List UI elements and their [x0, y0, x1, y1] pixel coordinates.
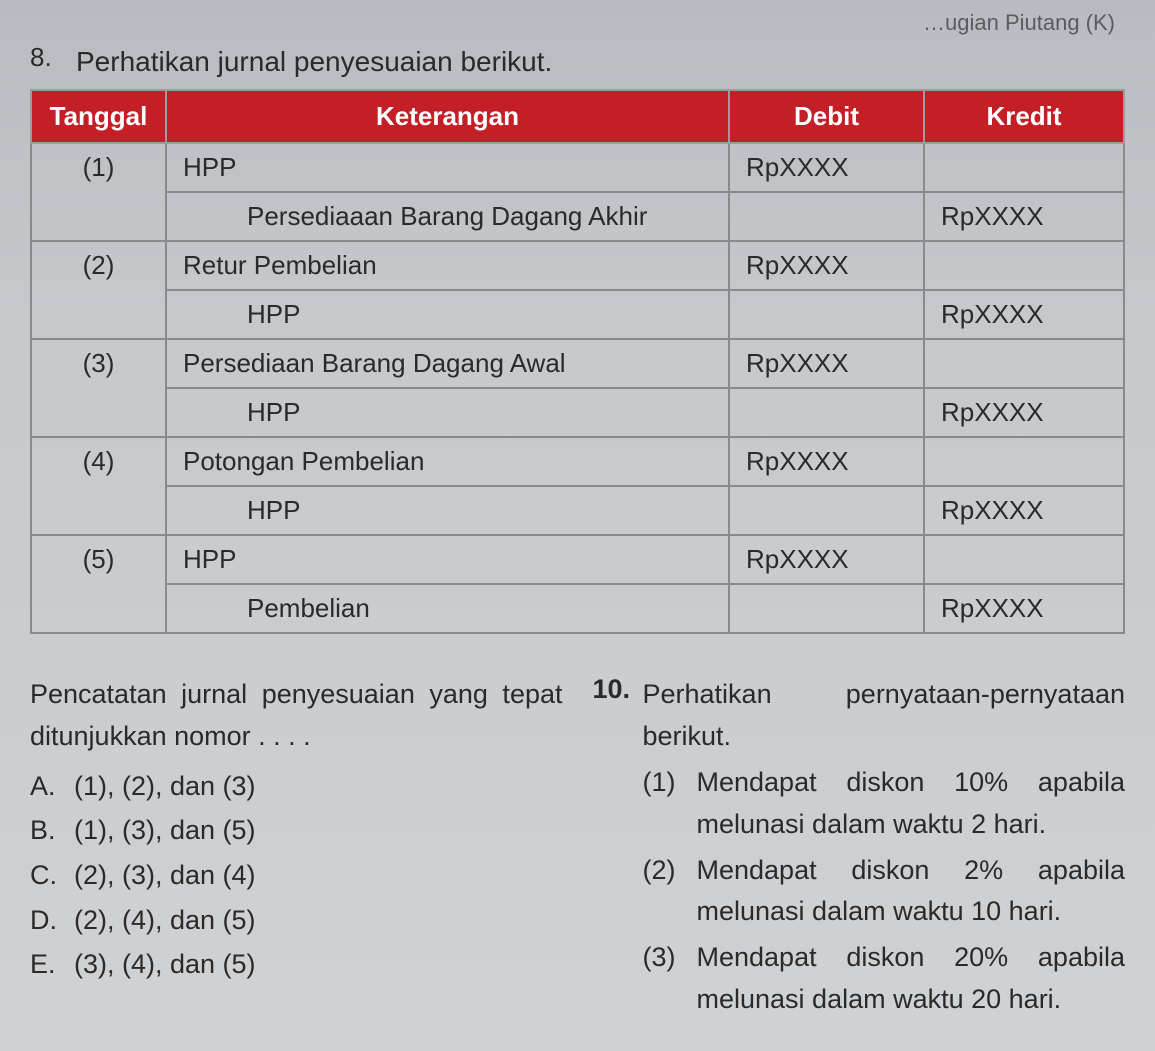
cell-debit [729, 290, 924, 339]
cell-debit [729, 584, 924, 633]
q10-item-text: Mendapat diskon 20% apabila melunasi dal… [697, 937, 1126, 1021]
q10-item: (3)Mendapat diskon 20% apabila melunasi … [643, 937, 1126, 1021]
cell-kredit: RpXXXX [924, 192, 1124, 241]
cell-keterangan: Retur Pembelian [166, 241, 729, 290]
table-row: (3)Persediaan Barang Dagang AwalRpXXXX [31, 339, 1124, 388]
table-row: HPP RpXXXX [31, 486, 1124, 535]
cell-kredit [924, 535, 1124, 584]
bottom-columns: Pencatatan jurnal penyesuaian yang tepat… [30, 674, 1125, 1021]
option-letter: C. [30, 853, 74, 898]
table-row: HPP RpXXXX [31, 290, 1124, 339]
cell-kredit: RpXXXX [924, 388, 1124, 437]
page-top-fragment: …ugian Piutang (K) [30, 10, 1125, 36]
q10-item-number: (3) [643, 937, 697, 1021]
cell-debit: RpXXXX [729, 535, 924, 584]
cell-debit: RpXXXX [729, 437, 924, 486]
table-row: Pembelian RpXXXX [31, 584, 1124, 633]
table-row: (5)HPPRpXXXX [31, 535, 1124, 584]
cell-keterangan: HPP [166, 143, 729, 192]
cell-keterangan: Potongan Pembelian [166, 437, 729, 486]
q10-item-text: Mendapat diskon 10% apabila melunasi dal… [697, 762, 1126, 846]
q8-number: 8. [30, 42, 58, 73]
q8-answer-block: Pencatatan jurnal penyesuaian yang tepat… [30, 674, 563, 1021]
option-letter: E. [30, 942, 74, 987]
q10-block: 10. Perhatikan pernyataan-pernyataan ber… [593, 674, 1126, 1021]
table-row: Persediaaan Barang Dagang Akhir RpXXXX [31, 192, 1124, 241]
table-row: HPP RpXXXX [31, 388, 1124, 437]
cell-kredit: RpXXXX [924, 290, 1124, 339]
option-text: (2), (3), dan (4) [74, 853, 256, 898]
cell-debit: RpXXXX [729, 339, 924, 388]
option-text: (1), (3), dan (5) [74, 808, 256, 853]
cell-keterangan: HPP [166, 486, 729, 535]
col-debit-header: Debit [729, 90, 924, 143]
cell-tanggal: (4) [31, 437, 166, 535]
option-text: (2), (4), dan (5) [74, 898, 256, 943]
option-letter: A. [30, 764, 74, 809]
option-row: D.(2), (4), dan (5) [30, 898, 563, 943]
cell-kredit [924, 241, 1124, 290]
q8-text: Perhatikan jurnal penyesuaian berikut. [76, 42, 552, 81]
q10-item-text: Mendapat diskon 2% apabila melunasi dala… [697, 850, 1126, 934]
option-row: A.(1), (2), dan (3) [30, 764, 563, 809]
cell-keterangan: HPP [166, 290, 729, 339]
cell-tanggal: (1) [31, 143, 166, 241]
cell-keterangan: Persediaan Barang Dagang Awal [166, 339, 729, 388]
option-row: B.(1), (3), dan (5) [30, 808, 563, 853]
q8-stem: Pencatatan jurnal penyesuaian yang tepat… [30, 674, 563, 758]
cell-debit [729, 388, 924, 437]
option-text: (1), (2), dan (3) [74, 764, 256, 809]
q10-intro: Perhatikan pernyataan-pernyataan berikut… [643, 674, 1126, 758]
cell-tanggal: (3) [31, 339, 166, 437]
col-keterangan-header: Keterangan [166, 90, 729, 143]
table-row: (1)HPPRpXXXX [31, 143, 1124, 192]
cell-tanggal: (2) [31, 241, 166, 339]
q10-item: (2)Mendapat diskon 2% apabila melunasi d… [643, 850, 1126, 934]
cell-kredit [924, 339, 1124, 388]
option-row: C.(2), (3), dan (4) [30, 853, 563, 898]
cell-debit: RpXXXX [729, 241, 924, 290]
option-letter: B. [30, 808, 74, 853]
q8-heading: 8. Perhatikan jurnal penyesuaian berikut… [30, 42, 1125, 81]
cell-kredit: RpXXXX [924, 584, 1124, 633]
table-row: (2)Retur PembelianRpXXXX [31, 241, 1124, 290]
cell-kredit [924, 437, 1124, 486]
cell-tanggal: (5) [31, 535, 166, 633]
q10-item-number: (1) [643, 762, 697, 846]
cell-keterangan: HPP [166, 535, 729, 584]
cell-debit [729, 192, 924, 241]
q8-options: A.(1), (2), dan (3)B.(1), (3), dan (5)C.… [30, 764, 563, 987]
option-text: (3), (4), dan (5) [74, 942, 256, 987]
col-kredit-header: Kredit [924, 90, 1124, 143]
cell-keterangan: Persediaaan Barang Dagang Akhir [166, 192, 729, 241]
table-header-row: Tanggal Keterangan Debit Kredit [31, 90, 1124, 143]
journal-table: Tanggal Keterangan Debit Kredit (1)HPPRp… [30, 89, 1125, 634]
cell-keterangan: HPP [166, 388, 729, 437]
cell-kredit: RpXXXX [924, 486, 1124, 535]
cell-debit: RpXXXX [729, 143, 924, 192]
option-row: E.(3), (4), dan (5) [30, 942, 563, 987]
col-tanggal-header: Tanggal [31, 90, 166, 143]
cell-kredit [924, 143, 1124, 192]
q10-item: (1)Mendapat diskon 10% apabila melunasi … [643, 762, 1126, 846]
q10-number: 10. [593, 674, 643, 705]
cell-debit [729, 486, 924, 535]
cell-keterangan: Pembelian [166, 584, 729, 633]
table-row: (4)Potongan PembelianRpXXXX [31, 437, 1124, 486]
option-letter: D. [30, 898, 74, 943]
q10-item-number: (2) [643, 850, 697, 934]
